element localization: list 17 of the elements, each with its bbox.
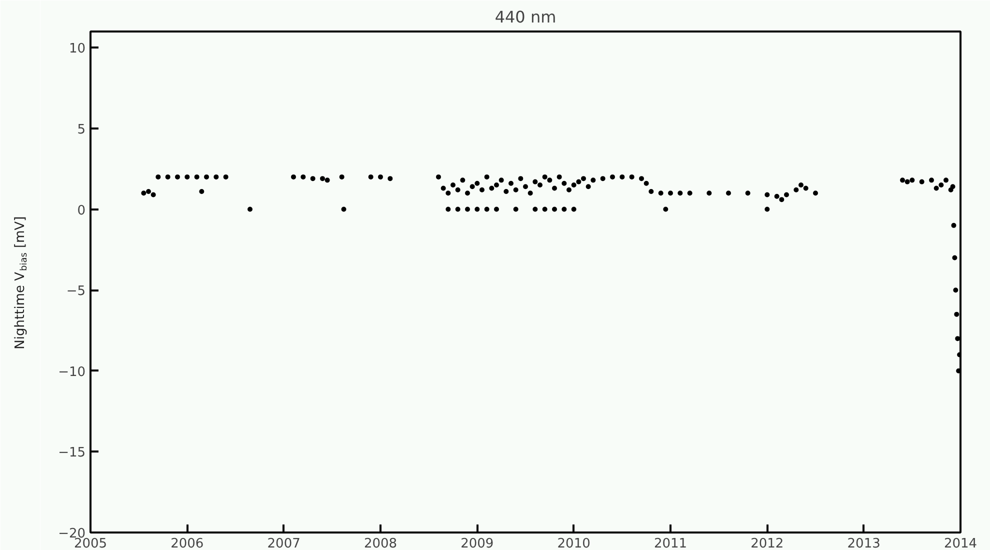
y-axis-title: Nighttime Vbias [mV] [13,216,30,350]
chart-title: 440 nm [494,8,556,26]
x-tick-label: 2012 [750,536,784,552]
y-tick-label: −15 [58,446,86,461]
x-tick-label: 2006 [170,536,204,552]
x-tick-label: 2009 [460,536,494,552]
y-tick-label: 5 [77,122,86,138]
y-tick-label: 10 [68,42,86,57]
y-tick-label: 0 [77,203,86,218]
y-tick-label: −5 [66,284,86,300]
x-tick-label: 2010 [557,536,590,552]
x-tick-label: 2011 [654,536,688,552]
x-tick-label: 2008 [364,536,398,552]
y-tick-label: −10 [58,364,86,380]
x-tick-label: 2007 [267,536,300,552]
x-tick-label: 2014 [944,536,978,552]
x-tick-label: 2013 [847,536,880,552]
